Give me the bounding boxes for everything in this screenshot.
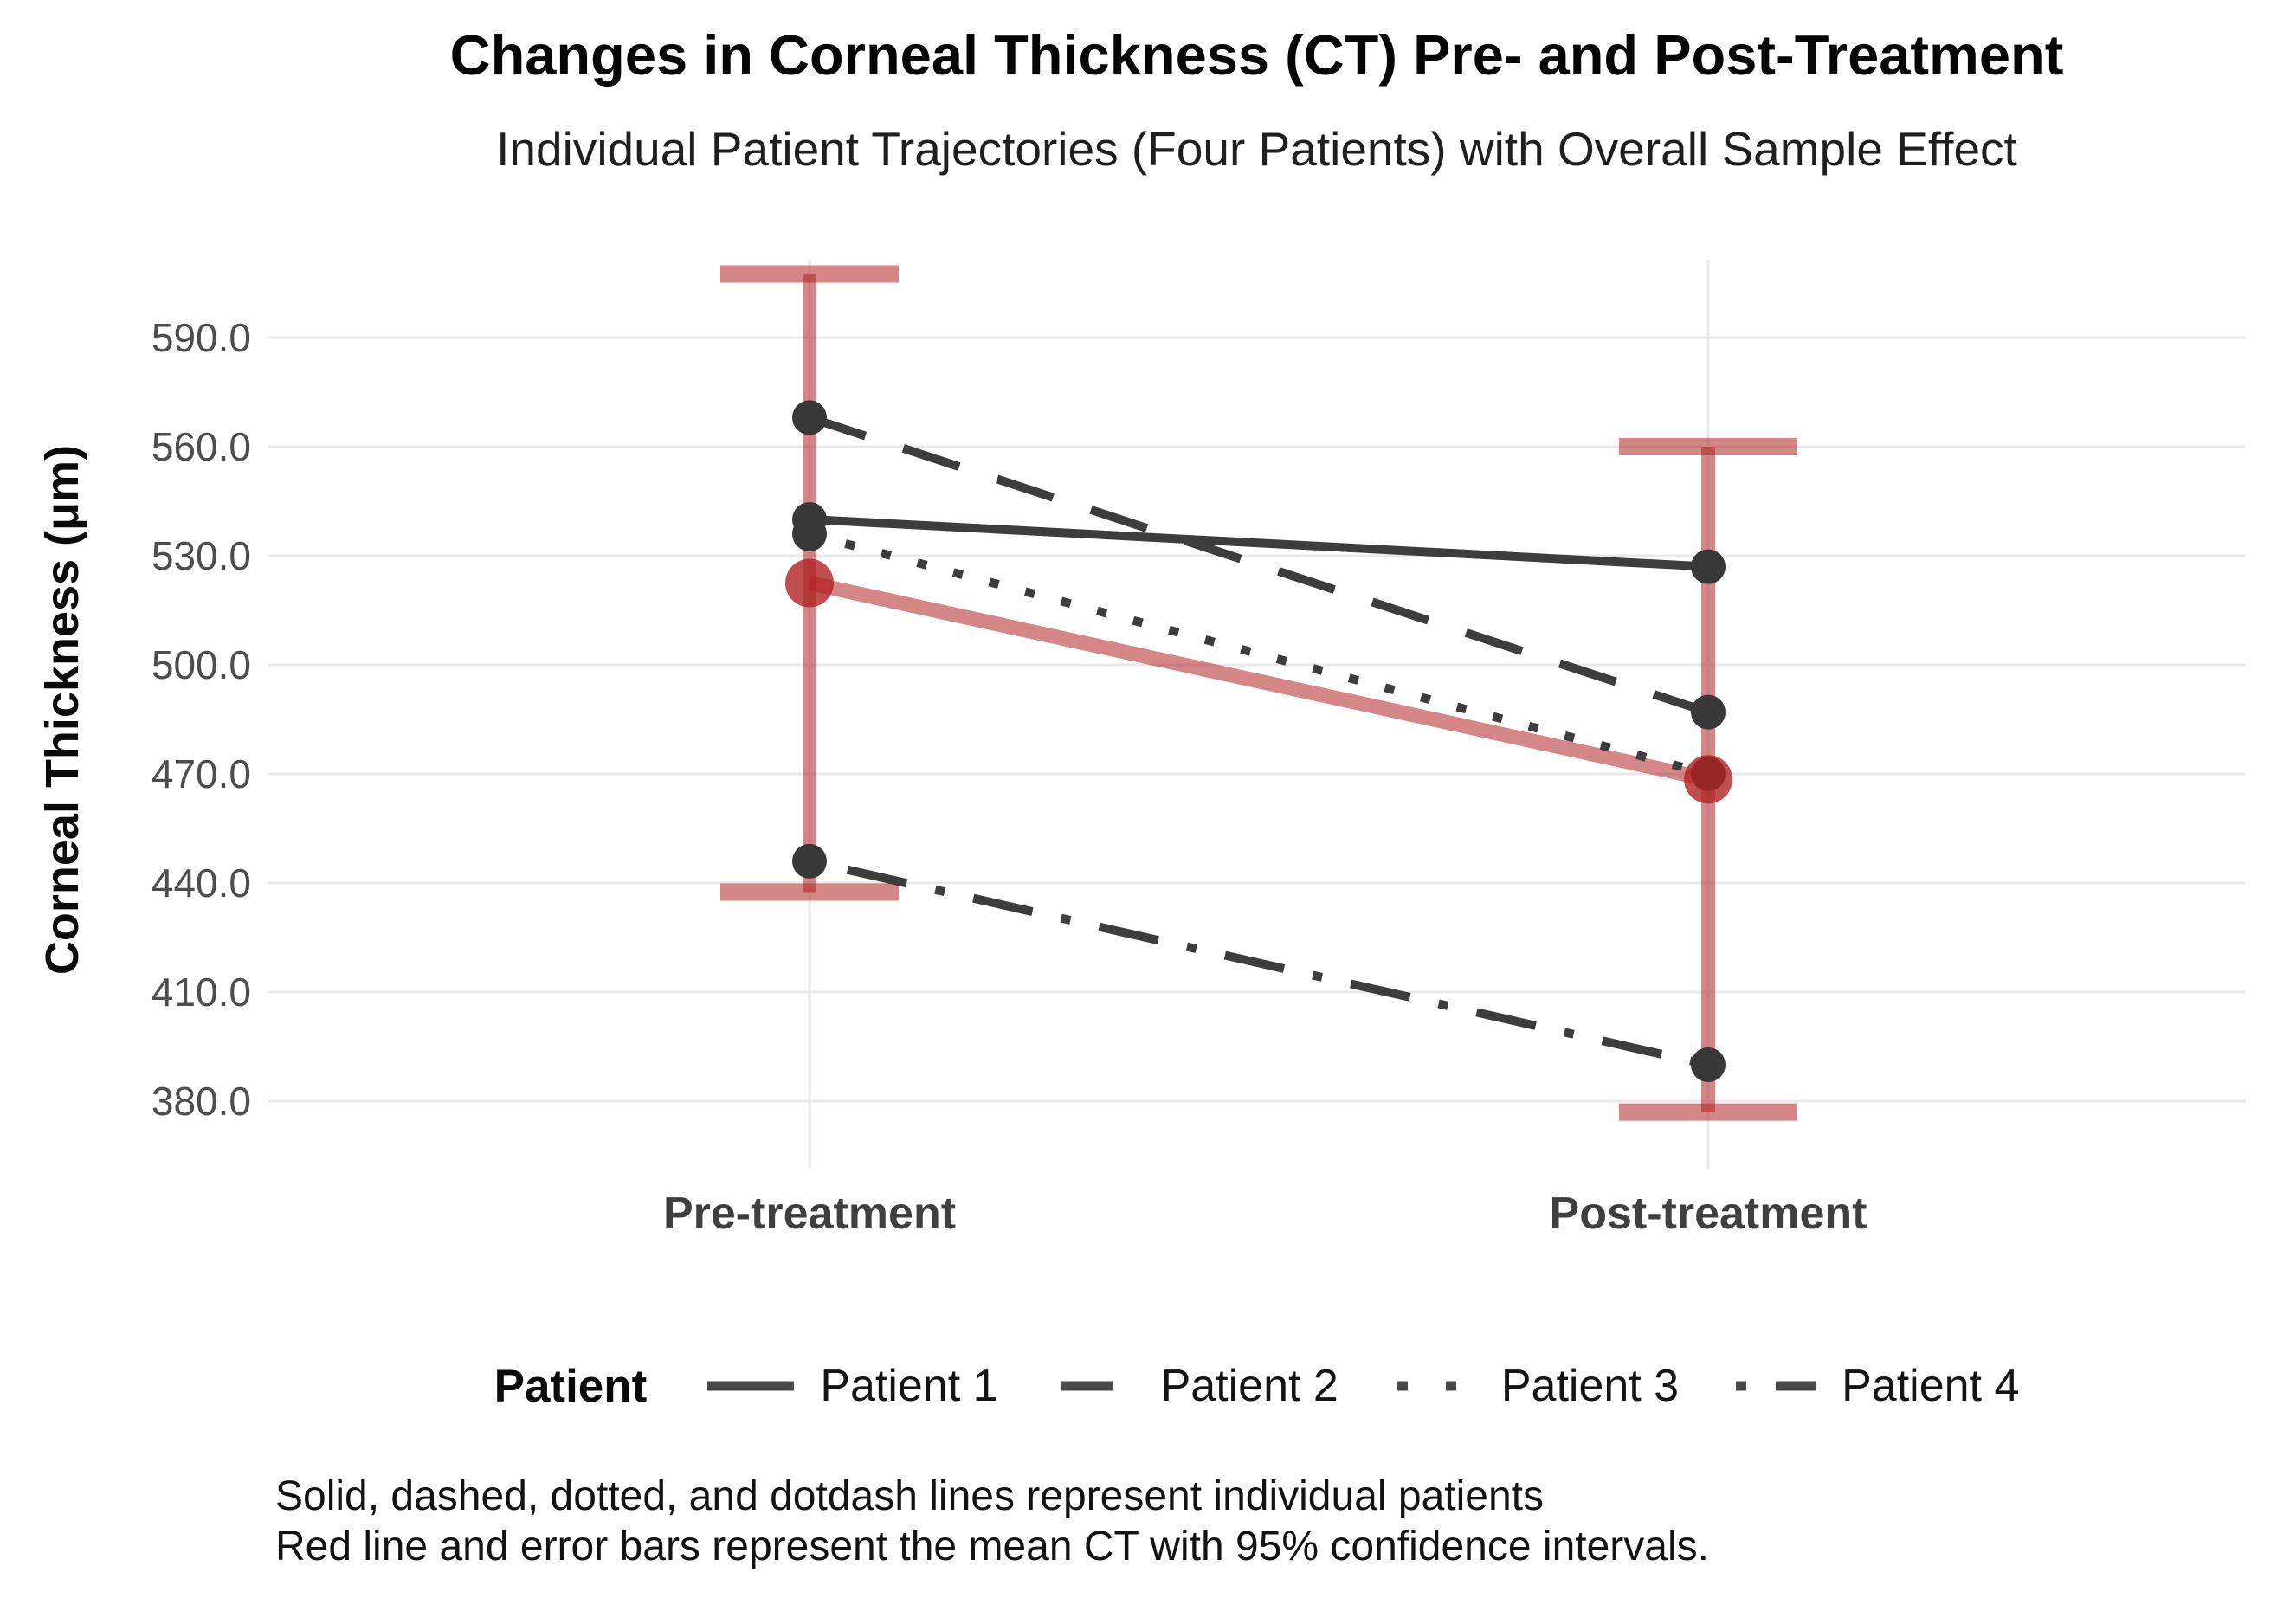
- y-tick-label: 530.0: [151, 533, 251, 578]
- caption-line-1: Solid, dashed, dotted, and dotdash lines…: [275, 1473, 1545, 1519]
- legend-label: Patient 3: [1500, 1361, 1680, 1411]
- y-tick-label: 560.0: [151, 424, 251, 469]
- legend-entry: Patient 2: [1048, 1360, 1339, 1412]
- mean-points: [785, 558, 1732, 804]
- patient-point: [792, 400, 827, 435]
- patient-point: [1691, 694, 1726, 730]
- chart-title: Changes in Corneal Thickness (CT) Pre- a…: [449, 23, 2064, 87]
- legend-key-solid-icon: [707, 1381, 795, 1391]
- legend: Patient Patient 1 Patient 2 Patient 3 Patie…: [268, 1347, 2245, 1425]
- x-tick-label: Pre-treatment: [662, 1189, 957, 1239]
- chart-subtitle: Individual Patient Trajectories (Four Pa…: [496, 122, 2017, 176]
- patient-lines: [808, 413, 1710, 1069]
- y-tick-label: 440.0: [151, 860, 251, 905]
- legend-key-dashed-icon: [1048, 1381, 1135, 1391]
- mean-line: [808, 576, 1710, 787]
- legend-entry: Patient 4: [1729, 1360, 2019, 1412]
- y-tick-label: 470.0: [151, 751, 251, 796]
- legend-key-dotted-icon: [1388, 1381, 1475, 1391]
- y-tick-label: 380.0: [151, 1079, 251, 1124]
- legend-label: Patient 2: [1160, 1361, 1339, 1411]
- legend-title: Patient: [493, 1360, 648, 1412]
- patient-point: [792, 843, 827, 879]
- patient-points: [792, 400, 1726, 1082]
- y-tick-label: 410.0: [151, 970, 251, 1015]
- x-tick-label: Post-treatment: [1549, 1189, 1867, 1239]
- patient-point: [1691, 1047, 1726, 1082]
- patient-point: [1691, 549, 1726, 584]
- mean-point: [1684, 755, 1732, 804]
- legend-entry: Patient 1: [707, 1360, 998, 1412]
- mean-point: [785, 558, 834, 608]
- patient-point: [792, 516, 827, 551]
- legend-key-dotdash-icon: [1729, 1381, 1816, 1391]
- legend-entry: Patient 3: [1388, 1360, 1680, 1412]
- caption-line-2: Red line and error bars represent the me…: [275, 1523, 1709, 1569]
- gridlines: [268, 260, 2245, 1169]
- y-tick-label: 500.0: [151, 642, 251, 687]
- legend-label: Patient 1: [820, 1361, 998, 1411]
- legend-label: Patient 4: [1842, 1361, 2020, 1411]
- caption: Solid, dashed, dotted, and dotdash lines…: [275, 1472, 1709, 1571]
- error-bars: [720, 265, 1797, 1121]
- y-tick-label: 590.0: [151, 315, 251, 360]
